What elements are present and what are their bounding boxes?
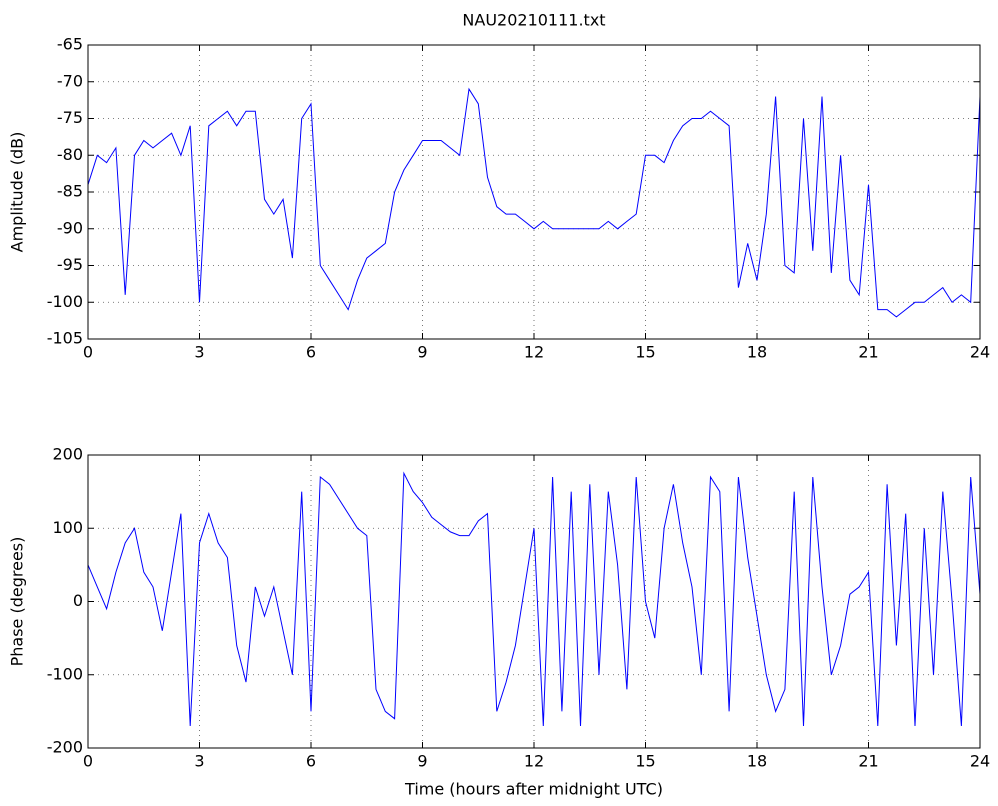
x-tick-label: 6 xyxy=(306,752,316,771)
x-tick-label: 21 xyxy=(858,343,878,362)
y-tick-label: -100 xyxy=(47,292,83,311)
data-line xyxy=(87,87,981,318)
y-tick-label: -65 xyxy=(57,35,83,54)
y-tick-label: -90 xyxy=(57,218,83,237)
y-tick-label: -75 xyxy=(57,108,83,127)
x-tick-label: 0 xyxy=(83,343,93,362)
y-tick-label: -100 xyxy=(47,664,83,683)
y-axis-label: Amplitude (dB) xyxy=(8,132,27,253)
x-tick-label: 12 xyxy=(524,343,544,362)
x-tick-label: 15 xyxy=(635,343,655,362)
x-tick-label: 9 xyxy=(417,752,427,771)
x-tick-label: 15 xyxy=(635,752,655,771)
x-tick-label: 6 xyxy=(306,343,316,362)
chart-title: NAU20210111.txt xyxy=(462,11,605,30)
y-tick-label: -70 xyxy=(57,71,83,90)
x-tick-label: 12 xyxy=(524,752,544,771)
y-tick-label: -80 xyxy=(57,145,83,164)
y-tick-label: -95 xyxy=(57,255,83,274)
x-tick-label: 21 xyxy=(858,752,878,771)
x-tick-label: 24 xyxy=(970,752,990,771)
axes-frame xyxy=(87,454,981,749)
data-line xyxy=(87,471,981,727)
y-axis-label: Phase (degrees) xyxy=(8,537,27,667)
axes-frame xyxy=(87,44,981,340)
y-tick-label: 0 xyxy=(73,591,83,610)
y-tick-label: -85 xyxy=(57,182,83,201)
y-tick-label: 100 xyxy=(52,518,83,537)
x-axis-label: Time (hours after midnight UTC) xyxy=(404,780,663,799)
x-tick-label: 18 xyxy=(747,752,767,771)
x-tick-label: 24 xyxy=(970,343,990,362)
x-tick-label: 9 xyxy=(417,343,427,362)
y-tick-label: -105 xyxy=(47,329,83,348)
x-tick-label: 18 xyxy=(747,343,767,362)
x-tick-label: 0 xyxy=(83,752,93,771)
x-tick-label: 3 xyxy=(194,752,204,771)
y-tick-label: -200 xyxy=(47,738,83,757)
y-tick-label: 200 xyxy=(52,445,83,464)
x-tick-label: 3 xyxy=(194,343,204,362)
